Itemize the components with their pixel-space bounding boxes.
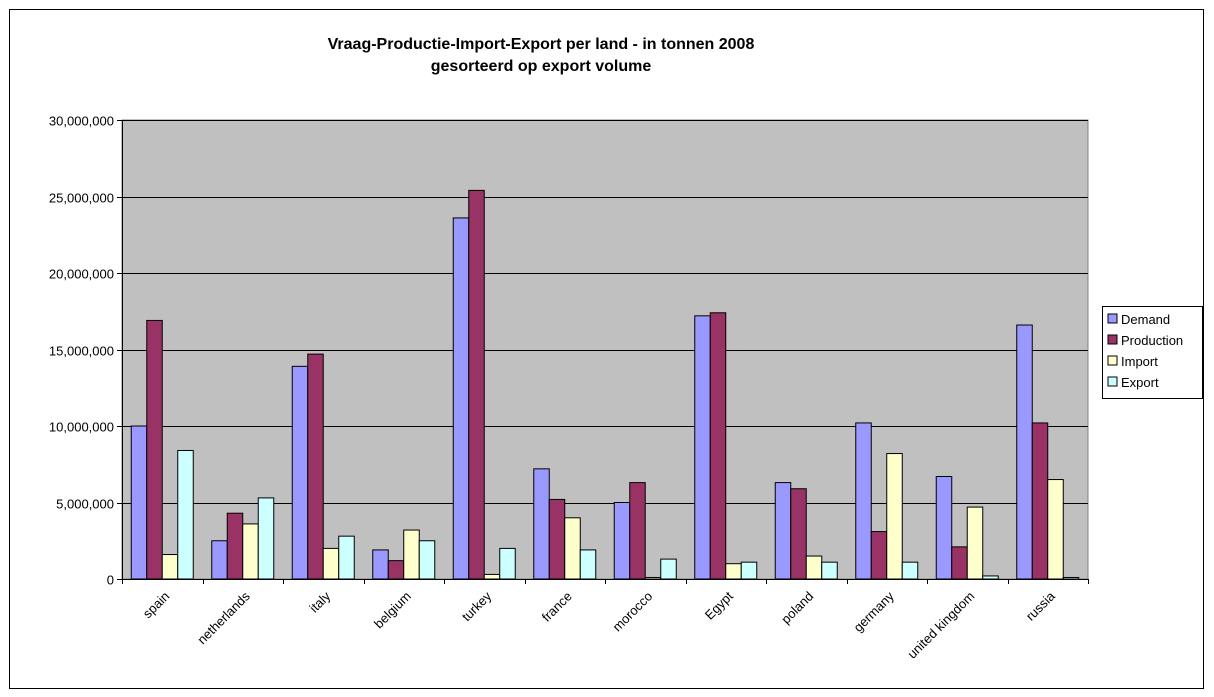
- y-tick-label: 10,000,000: [49, 420, 114, 435]
- bar-import-egypt: [725, 563, 742, 580]
- x-tick-label: netherlands: [194, 588, 253, 647]
- chart-subtitle: gesorteerd op export volume: [431, 58, 652, 75]
- legend-label-production: Production: [1121, 333, 1183, 348]
- legend-swatch-demand: [1107, 313, 1118, 324]
- plot-background: [121, 119, 1089, 580]
- bar-demand-turkey: [452, 217, 470, 580]
- bar-export-italy: [338, 535, 355, 580]
- bar-export-russia: [1062, 576, 1080, 580]
- bar-export-germany: [901, 561, 919, 580]
- legend-box: [1102, 306, 1203, 399]
- bar-production-germany: [870, 531, 888, 580]
- bar-production-united-kingdom: [951, 546, 968, 580]
- bar-demand-germany: [855, 422, 872, 580]
- bar-export-united-kingdom: [982, 575, 999, 580]
- legend-label-import: Import: [1121, 354, 1158, 369]
- x-tick-label: italy: [306, 588, 333, 615]
- bar-demand-egypt: [694, 315, 711, 580]
- bar-export-turkey: [499, 547, 516, 580]
- bar-import-united-kingdom: [966, 506, 984, 580]
- bar-import-netherlands: [242, 523, 259, 580]
- y-tick-label: 20,000,000: [49, 267, 114, 282]
- x-tick-label: poland: [778, 589, 816, 627]
- bar-production-belgium: [387, 560, 405, 580]
- bar-demand-spain: [130, 425, 148, 580]
- bar-import-belgium: [403, 529, 420, 580]
- bar-demand-france: [533, 468, 550, 580]
- bar-export-netherlands: [257, 497, 275, 580]
- bar-export-spain: [177, 449, 194, 580]
- bar-production-france: [548, 498, 566, 580]
- bar-chart: Vraag-Productie-Import-Export per land -…: [49, 36, 1203, 662]
- bar-export-france: [579, 549, 597, 580]
- bar-production-egypt: [709, 312, 727, 580]
- bar-export-morocco: [660, 558, 677, 580]
- x-tick-label: france: [539, 589, 575, 625]
- bar-import-germany: [886, 453, 903, 580]
- bar-export-poland: [821, 561, 838, 580]
- bar-production-russia: [1031, 422, 1049, 580]
- bar-import-italy: [322, 547, 340, 580]
- x-tick-label: spain: [140, 589, 173, 622]
- y-tick-label: 0: [107, 573, 114, 588]
- chart-title: Vraag-Productie-Import-Export per land -…: [328, 36, 755, 53]
- legend-label-demand: Demand: [1121, 312, 1170, 327]
- y-tick-label: 15,000,000: [49, 344, 114, 359]
- bar-export-egypt: [740, 561, 758, 580]
- x-tick-label: belgium: [371, 589, 414, 632]
- x-tick-label: Egypt: [702, 588, 736, 622]
- legend-swatch-import: [1107, 355, 1118, 366]
- bar-production-turkey: [468, 189, 485, 580]
- legend-swatch-export: [1107, 376, 1118, 387]
- bar-production-italy: [307, 353, 324, 580]
- bar-production-spain: [146, 319, 163, 580]
- bar-import-morocco: [644, 576, 662, 580]
- x-tick-label: russia: [1023, 588, 1059, 624]
- bar-export-belgium: [418, 540, 436, 580]
- bar-import-russia: [1047, 479, 1064, 580]
- legend: Demand Production Import Export: [1102, 306, 1203, 399]
- plot-area: 0 5,000,000 10,000,000 15,000,000 20,000,000…: [49, 114, 1089, 662]
- x-tick-label: turkey: [459, 588, 495, 624]
- legend-label-export: Export: [1121, 375, 1159, 390]
- bar-import-poland: [805, 555, 823, 580]
- legend-swatch-production: [1107, 334, 1118, 345]
- x-tick-label: united kingdom: [904, 589, 977, 662]
- y-tick-label: 5,000,000: [56, 497, 114, 512]
- chart-frame: Vraag-Productie-Import-Export per land -…: [9, 9, 1204, 689]
- x-tick-label: germany: [851, 588, 898, 635]
- bar-import-spain: [161, 554, 179, 580]
- bar-production-morocco: [629, 482, 646, 580]
- x-tick-label: morocco: [610, 589, 656, 635]
- y-tick-label: 25,000,000: [49, 191, 114, 206]
- bar-demand-italy: [291, 365, 309, 580]
- bar-demand-united-kingdom: [935, 475, 953, 580]
- bar-demand-belgium: [372, 549, 389, 580]
- bar-demand-morocco: [613, 502, 631, 580]
- bar-demand-poland: [774, 482, 792, 580]
- bar-production-netherlands: [226, 512, 244, 580]
- bar-demand-netherlands: [211, 540, 228, 580]
- y-tick-label: 30,000,000: [49, 114, 114, 129]
- bar-import-france: [564, 517, 581, 580]
- bar-import-turkey: [483, 573, 501, 580]
- bar-production-poland: [790, 488, 807, 580]
- bar-demand-russia: [1016, 324, 1033, 580]
